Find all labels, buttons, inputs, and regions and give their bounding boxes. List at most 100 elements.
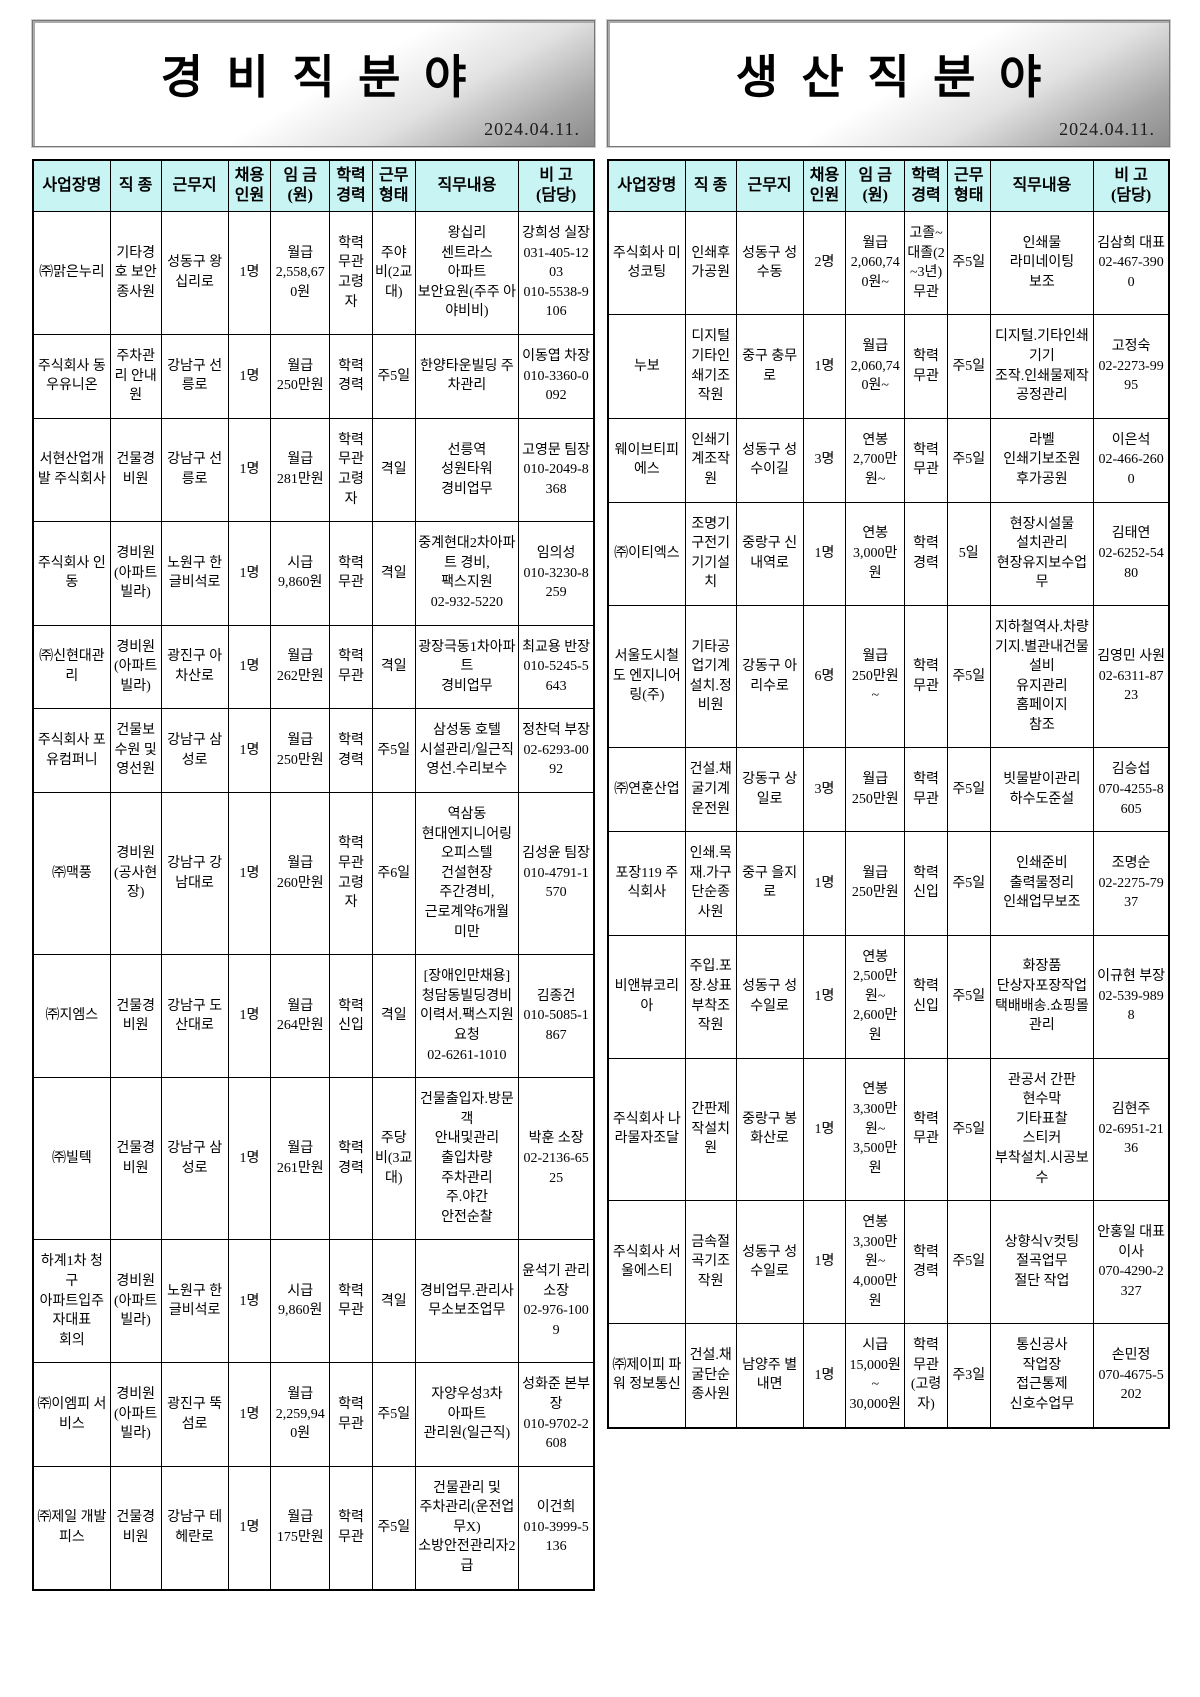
column-header: 학력 경력 (329, 159, 373, 212)
cell: 건물보수원 및 영선원 (109, 708, 162, 794)
cell: 1명 (227, 954, 272, 1079)
cell: 1명 (227, 417, 272, 523)
cell: 조명순 02-2275-7937 (1093, 831, 1170, 936)
cell: 학력무관 (904, 314, 948, 419)
cell: 건물경비원 (109, 1077, 162, 1241)
cell: 건물출입자.방문객 안내및관리 출입차량 주차관리 주.야간 안전순찰 (414, 1077, 520, 1241)
cell: 주식회사 인동 (32, 521, 111, 626)
cell: 주5일 (371, 708, 416, 794)
security-jobs-table: 사업장명 직 종 근무지 채용 인원 임 금 (원) 학력 경력 근무 형태 직무내용 비 고 … (32, 159, 595, 1591)
cell: ㈜연훈산업 (607, 747, 686, 833)
cell: 경비원(아파트빌라) (109, 1239, 162, 1364)
cell: 성화준 본부장 010-9702-2608 (518, 1362, 595, 1467)
cell: 금속절곡기조작원 (684, 1200, 737, 1325)
column-header: 학력 경력 (904, 159, 948, 212)
date-label: 2024.04.11. (1059, 119, 1155, 139)
cell: 연봉 3,300만원~ 4,000만원 (845, 1200, 906, 1325)
cell: 건물경비원 (109, 954, 162, 1079)
cell: 월급 261만원 (270, 1077, 331, 1241)
cell: 광진구 아차산로 (160, 624, 229, 710)
column-header: 비 고 (담당) (518, 159, 595, 212)
cell: 월급 175만원 (270, 1465, 331, 1591)
table-row: ㈜이엠피 서비스 경비원(아파트빌라) 광진구 뚝섬로 1명 월급 2,259,940원… (32, 1362, 595, 1467)
cell: 월급 2,558,670원 (270, 211, 331, 335)
cell: 월급 260만원 (270, 792, 331, 956)
production-jobs-panel: 생 산 직 분 야 2024.04.11. 사업장명 직 종 근무지 채용 인원 임 금… (607, 20, 1170, 1667)
cell: 3명 (802, 747, 847, 833)
cell: 성동구 성수이길 (735, 417, 804, 503)
cell: 주식회사 미성코팅 (607, 210, 686, 316)
cell: 학력신입 (329, 954, 373, 1079)
cell: 주5일 (946, 747, 991, 833)
cell: 연봉 2,700만원~ (845, 417, 906, 503)
cell: 빗물받이관리 하수도준설 (989, 747, 1095, 833)
cell: 주당비(3교대) (371, 1077, 416, 1241)
table-row: ㈜빌텍 건물경비원 강남구 삼성로 1명 월급 261만원 학력경력 주당비(3교대) 건물출… (32, 1077, 595, 1241)
cell: 격일 (371, 1239, 416, 1364)
cell: 삼성동 호텔 시설관리/일근직 영선.수리보수 (414, 708, 520, 794)
cell: 주야비(2교대) (371, 211, 416, 335)
column-header: 사업장명 (607, 159, 686, 212)
cell: 1명 (227, 624, 272, 710)
cell: 하계1차 청구 아파트입주자대표 회의 (32, 1239, 111, 1364)
cell: 정찬덕 부장 02-6293-0092 (518, 708, 595, 794)
cell: 임의성 010-3230-8259 (518, 521, 595, 626)
cell: 5일 (946, 501, 991, 606)
cell: 자양우성3차 아파트 관리원(일근직) (414, 1362, 520, 1467)
cell: 최교용 반장 010-5245-5643 (518, 624, 595, 710)
cell: 월급 250만원 (270, 708, 331, 794)
cell: 서현산업개발 주식회사 (32, 417, 111, 523)
cell: 학력경력 (329, 1077, 373, 1241)
cell: 연봉 2,500만원~ 2,600만원 (845, 934, 906, 1059)
cell: 디지털.기타인쇄기기 조작.인쇄물제작 공정관리 (989, 314, 1095, 419)
cell: ㈜신현대관리 (32, 624, 111, 710)
cell: 1명 (227, 333, 272, 419)
table-row: ㈜연훈산업 건설.채굴기계운전원 강동구 상일로 3명 월급 250만원 학력무관 주5일 빗… (607, 747, 1170, 833)
table-row: ㈜신현대관리 경비원(아파트빌라) 광진구 아차산로 1명 월급 262만원 학력무관 격일… (32, 624, 595, 710)
cell: 웨이브티피에스 (607, 417, 686, 503)
cell: 관공서 간판 현수막 기타표찰 스티커 부착설치.시공보수 (989, 1057, 1095, 1202)
cell: 학력무관 (904, 1057, 948, 1202)
cell: 포장119 주식회사 (607, 831, 686, 936)
cell: 주5일 (371, 1465, 416, 1591)
cell: 주5일 (946, 934, 991, 1059)
cell: 인쇄후가공원 (684, 210, 737, 316)
cell: 학력무관 (329, 1465, 373, 1591)
cell: 경비원(아파트빌라) (109, 521, 162, 626)
cell: 강동구 아리수로 (735, 604, 804, 749)
cell: 성동구 성수일로 (735, 934, 804, 1059)
cell: 중랑구 신내역로 (735, 501, 804, 606)
cell: 인쇄물 라미네이팅 보조 (989, 210, 1095, 316)
cell: 학력무관 (904, 747, 948, 833)
column-header: 근무지 (735, 159, 804, 212)
cell: 강남구 삼성로 (160, 708, 229, 794)
cell: 경비업무.관리사무소보조업무 (414, 1239, 520, 1364)
cell: 연봉 3,300만원~ 3,500만원 (845, 1057, 906, 1202)
cell: 학력무관 (904, 604, 948, 749)
cell: 현장시설물 설치관리 현장유지보수업무 (989, 501, 1095, 606)
cell: 김태연 02-6252-5480 (1093, 501, 1170, 606)
cell: 2명 (802, 210, 847, 316)
cell: 인쇄준비 출력물정리 인쇄업무보조 (989, 831, 1095, 936)
cell: 주5일 (946, 604, 991, 749)
column-header: 직무내용 (414, 159, 520, 212)
date-label: 2024.04.11. (484, 119, 580, 139)
cell: 기타공업기계설치.정비원 (684, 604, 737, 749)
cell: 강남구 도산대로 (160, 954, 229, 1079)
table-row: 웨이브티피에스 인쇄기계조작원 성동구 성수이길 3명 연봉 2,700만원~ 학력무관 주… (607, 417, 1170, 503)
cell: 고정숙 02-2273-9995 (1093, 314, 1170, 419)
cell: 월급 264만원 (270, 954, 331, 1079)
cell: 중구 을지로 (735, 831, 804, 936)
cell: 이은석 02-466-2600 (1093, 417, 1170, 503)
cell: 1명 (227, 211, 272, 335)
section-title: 경 비 직 분 야 (160, 52, 473, 103)
cell: ㈜맥풍 (32, 792, 111, 956)
cell: 누보 (607, 314, 686, 419)
cell: 중계현대2차아파트 경비, 팩스지원 02-932-5220 (414, 521, 520, 626)
cell: 역삼동 현대엔지니어링 오피스텔 건설현장 주간경비, 근로계약6개월 미만 (414, 792, 520, 956)
table-row: 주식회사 동우유니온 주차관리 안내원 강남구 선릉로 1명 월급 250만원 학력경력 주… (32, 333, 595, 419)
cell: 강남구 선릉로 (160, 333, 229, 419)
cell: 강남구 선릉로 (160, 417, 229, 523)
cell: 광진구 뚝섬로 (160, 1362, 229, 1467)
